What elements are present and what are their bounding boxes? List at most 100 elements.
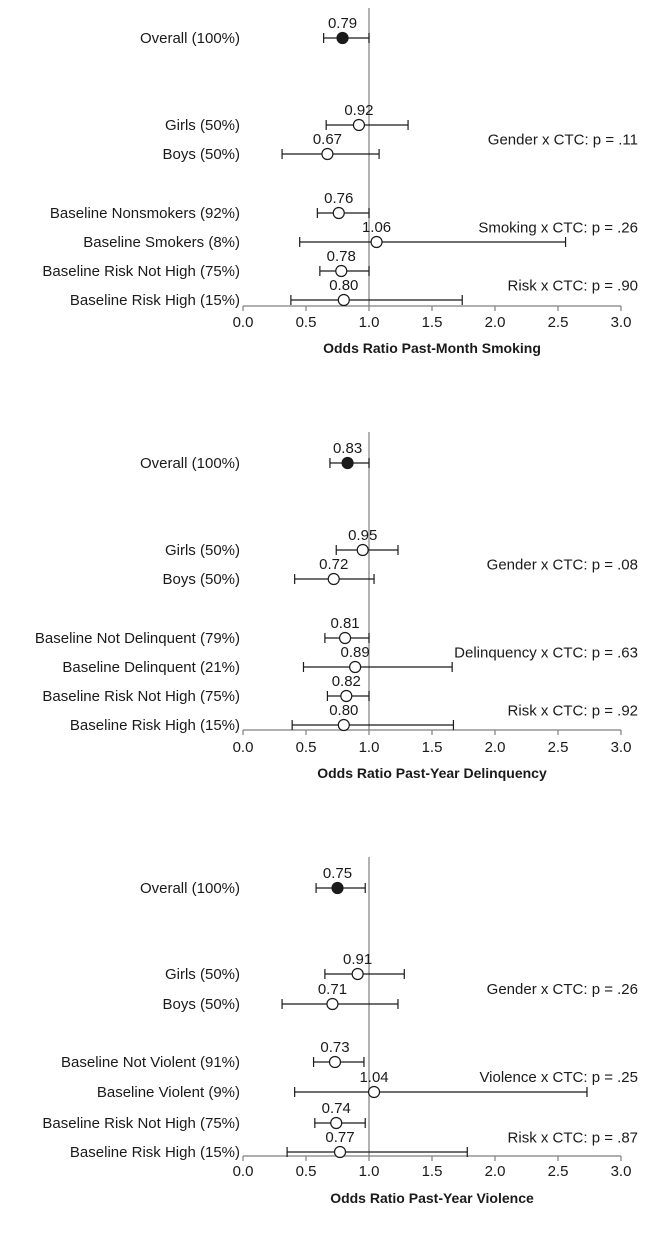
x-tick-label: 3.0 <box>611 314 632 331</box>
x-tick-label: 1.5 <box>422 314 443 331</box>
forest-row: Baseline Violent (9%) 1.04 <box>97 1069 588 1101</box>
forest-row: Boys (50%) 0.71 <box>162 981 399 1013</box>
row-label: Baseline Delinquent (21%) <box>62 659 240 676</box>
interaction-p-value: Gender x CTC: p = .26 <box>487 981 638 998</box>
x-tick-label: 2.0 <box>485 1163 506 1180</box>
odds-ratio-label: 0.75 <box>323 865 352 882</box>
x-tick-label: 2.0 <box>485 739 506 756</box>
row-label: Overall (100%) <box>140 880 240 897</box>
odds-ratio-label: 0.83 <box>333 440 362 457</box>
interaction-p-value: Smoking x CTC: p = .26 <box>478 220 638 237</box>
overall-point-marker <box>336 31 349 45</box>
row-label: Baseline Not Violent (91%) <box>61 1054 240 1071</box>
forest-row: Baseline Delinquent (21%) 0.89 <box>62 644 453 676</box>
forest-row: Girls (50%) 0.95 <box>165 527 399 559</box>
subgroup-point-marker <box>337 293 350 307</box>
forest-row: Baseline Risk Not High (75%) 0.82 <box>42 673 370 705</box>
row-label: Overall (100%) <box>140 30 240 47</box>
x-tick-label: 2.5 <box>548 314 569 331</box>
x-tick-label: 1.5 <box>422 1163 443 1180</box>
x-tick-label: 0.0 <box>233 314 254 331</box>
odds-ratio-label: 0.78 <box>327 248 356 265</box>
odds-ratio-label: 0.73 <box>320 1039 349 1056</box>
subgroup-point-marker <box>370 235 383 249</box>
forest-panel-2: 0.0 0.5 1.0 1.5 2.0 2.5 3.0 Odds Ratio Past-Yea… <box>35 432 638 781</box>
forest-row: Boys (50%) 0.72 <box>162 556 375 588</box>
forest-row: Overall (100%) 0.83 <box>140 440 370 472</box>
interaction-p-value: Risk x CTC: p = .92 <box>508 703 638 720</box>
odds-ratio-label: 0.95 <box>348 527 377 544</box>
row-label: Baseline Risk High (15%) <box>70 1144 240 1161</box>
subgroup-point-marker <box>327 572 340 586</box>
forest-panel-1: 0.0 0.5 1.0 1.5 2.0 2.5 3.0 Odds Ratio Past-Mon… <box>42 8 638 356</box>
x-axis-title: Odds Ratio Past-Year Violence <box>330 1190 534 1206</box>
odds-ratio-label: 0.91 <box>343 951 372 968</box>
row-label: Baseline Risk High (15%) <box>70 292 240 309</box>
odds-ratio-label: 0.74 <box>322 1100 351 1117</box>
x-tick-label: 3.0 <box>611 1163 632 1180</box>
odds-ratio-label: 0.76 <box>324 190 353 207</box>
odds-ratio-label: 1.04 <box>359 1069 388 1086</box>
row-label: Baseline Smokers (8%) <box>83 234 240 251</box>
x-axis-title: Odds Ratio Past-Month Smoking <box>323 340 541 356</box>
forest-row: Baseline Risk High (15%) 0.77 <box>70 1129 468 1161</box>
odds-ratio-label: 0.82 <box>332 673 361 690</box>
x-tick-label: 3.0 <box>611 739 632 756</box>
x-tick-label: 0.5 <box>296 314 317 331</box>
x-tick-label: 1.0 <box>359 314 380 331</box>
subgroup-point-marker <box>351 967 364 981</box>
row-label: Baseline Risk Not High (75%) <box>42 1115 240 1132</box>
row-label: Girls (50%) <box>165 542 240 559</box>
subgroup-point-marker <box>330 1116 343 1130</box>
x-tick-label: 0.0 <box>233 739 254 756</box>
row-label: Boys (50%) <box>162 146 240 163</box>
forest-row: Overall (100%) 0.79 <box>140 15 370 47</box>
x-tick-label: 0.5 <box>296 739 317 756</box>
forest-row: Girls (50%) 0.92 <box>165 102 409 134</box>
x-tick-label: 1.0 <box>359 739 380 756</box>
odds-ratio-label: 0.92 <box>344 102 373 119</box>
subgroup-point-marker <box>340 689 353 703</box>
subgroup-point-marker <box>367 1085 381 1099</box>
odds-ratio-label: 0.80 <box>329 277 358 294</box>
odds-ratio-label: 0.89 <box>341 644 370 661</box>
x-tick-label: 1.5 <box>422 739 443 756</box>
forest-row: Baseline Not Delinquent (79%) 0.81 <box>35 615 370 647</box>
x-tick-label: 1.0 <box>359 1163 380 1180</box>
forest-row: Baseline Not Violent (91%) 0.73 <box>61 1039 365 1071</box>
x-tick-label: 2.5 <box>548 739 569 756</box>
odds-ratio-label: 0.67 <box>313 131 342 148</box>
x-tick-label: 0.5 <box>296 1163 317 1180</box>
forest-row: Boys (50%) 0.67 <box>162 131 380 163</box>
interaction-p-value: Risk x CTC: p = .87 <box>508 1130 638 1147</box>
x-tick-label: 2.5 <box>548 1163 569 1180</box>
odds-ratio-label: 0.80 <box>329 702 358 719</box>
row-label: Girls (50%) <box>165 966 240 983</box>
subgroup-point-marker <box>321 147 334 161</box>
interaction-p-value: Gender x CTC: p = .08 <box>487 557 638 574</box>
x-tick-label: 0.0 <box>233 1163 254 1180</box>
subgroup-point-marker <box>349 660 362 674</box>
row-label: Baseline Risk High (15%) <box>70 717 240 734</box>
interaction-p-value: Delinquency x CTC: p = .63 <box>454 645 638 662</box>
odds-ratio-label: 0.79 <box>328 15 357 32</box>
x-axis-title: Odds Ratio Past-Year Delinquency <box>317 765 547 781</box>
interaction-p-value: Risk x CTC: p = .90 <box>508 278 638 295</box>
forest-row: Baseline Risk High (15%) 0.80 <box>70 277 463 309</box>
forest-row: Baseline Risk High (15%) 0.80 <box>70 702 455 734</box>
subgroup-point-marker <box>328 1055 342 1069</box>
row-label: Baseline Violent (9%) <box>97 1084 240 1101</box>
odds-ratio-label: 0.81 <box>330 615 359 632</box>
forest-row: Baseline Smokers (8%) 1.06 <box>83 219 567 251</box>
row-label: Boys (50%) <box>162 571 240 588</box>
forest-row: Overall (100%) 0.75 <box>140 865 366 897</box>
row-label: Baseline Risk Not High (75%) <box>42 263 240 280</box>
row-label: Boys (50%) <box>162 996 240 1013</box>
subgroup-point-marker <box>338 631 352 645</box>
subgroup-point-marker <box>337 718 350 732</box>
forest-row: Girls (50%) 0.91 <box>165 951 405 983</box>
forest-panel-3: 0.0 0.5 1.0 1.5 2.0 2.5 3.0 Odds Ratio Past-Yea… <box>42 857 638 1206</box>
subgroup-point-marker <box>333 1145 347 1159</box>
overall-point-marker <box>341 456 354 470</box>
